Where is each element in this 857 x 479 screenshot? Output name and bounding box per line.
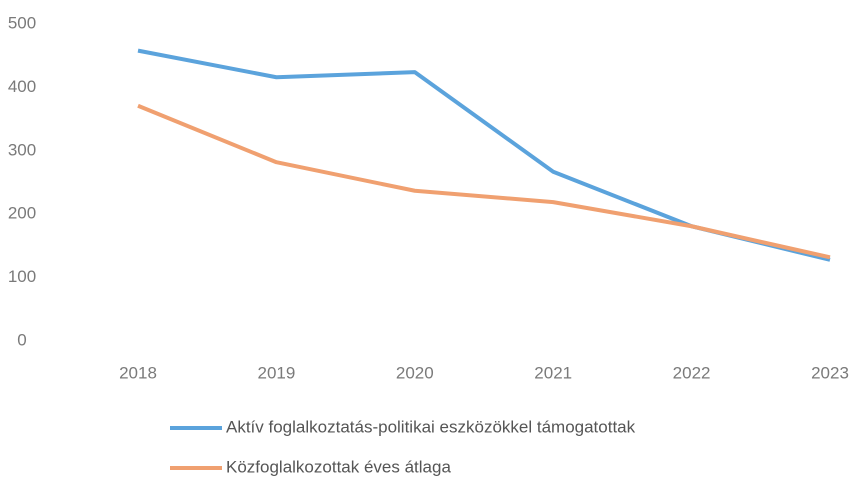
x-tick-label: 2021 [534, 363, 572, 382]
legend-label: Aktív foglalkoztatás-politikai eszközökk… [226, 417, 636, 436]
x-tick-label: 2023 [811, 363, 849, 382]
y-tick-label: 300 [8, 140, 36, 159]
x-tick-label: 2022 [673, 363, 711, 382]
y-tick-label: 0 [17, 330, 26, 349]
x-tick-label: 2018 [119, 363, 157, 382]
y-tick-label: 100 [8, 267, 36, 286]
y-tick-label: 400 [8, 77, 36, 96]
series-line [137, 103, 831, 260]
x-tick-label: 2019 [257, 363, 295, 382]
y-tick-label: 500 [8, 13, 36, 32]
series-line [137, 48, 831, 262]
y-tick-label: 200 [8, 204, 36, 223]
x-tick-label: 2020 [396, 363, 434, 382]
legend-label: Közfoglalkozottak éves átlaga [226, 457, 451, 476]
